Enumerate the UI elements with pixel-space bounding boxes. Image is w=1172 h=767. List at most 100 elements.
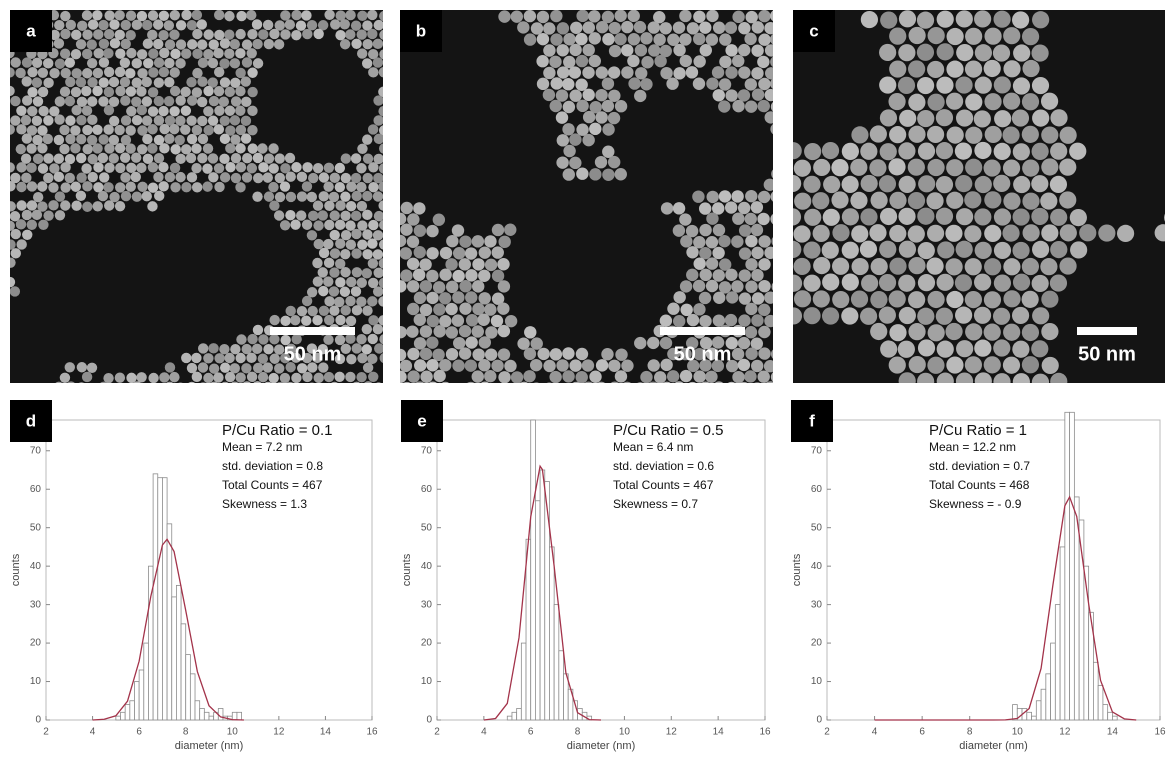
particle: [870, 323, 887, 340]
particle: [362, 324, 372, 334]
particle: [851, 225, 868, 242]
y-tick-label: 40: [811, 561, 823, 572]
particle: [640, 78, 652, 90]
particle: [60, 162, 70, 172]
histogram-bar: [1027, 712, 1032, 720]
particle: [822, 273, 839, 290]
particle: [235, 29, 245, 39]
particle: [158, 181, 168, 191]
particle: [362, 229, 372, 239]
particle: [889, 225, 906, 242]
particle: [55, 96, 65, 106]
particle: [898, 341, 915, 358]
particle: [871, 258, 888, 275]
particle: [869, 224, 886, 241]
particle: [197, 153, 207, 163]
particle: [373, 191, 383, 201]
particle: [319, 306, 329, 316]
particle: [407, 258, 419, 270]
particle: [400, 269, 412, 281]
particle: [956, 208, 973, 225]
particle: [582, 66, 594, 78]
histogram-bar: [535, 501, 540, 720]
particle: [61, 68, 71, 78]
particle: [362, 58, 372, 68]
particle: [937, 43, 954, 60]
particle: [621, 382, 633, 394]
particle: [191, 353, 201, 363]
particle: [927, 94, 944, 111]
particle: [247, 372, 257, 382]
particle: [955, 307, 972, 324]
particle: [974, 208, 991, 225]
particle: [285, 382, 295, 392]
particle: [357, 11, 367, 21]
histogram-bar: [512, 712, 517, 720]
particle: [984, 258, 1001, 275]
particle: [38, 163, 48, 173]
particle: [115, 201, 125, 211]
particle: [693, 370, 705, 382]
particle: [770, 123, 782, 135]
particle: [851, 126, 868, 143]
particle: [121, 191, 131, 201]
particle: [148, 87, 158, 97]
particle: [850, 192, 867, 209]
particle: [401, 202, 413, 214]
x-tick-label: 6: [528, 727, 534, 738]
particle: [898, 275, 915, 292]
x-tick-label: 4: [90, 727, 96, 738]
particle: [16, 106, 26, 116]
particle: [1155, 224, 1172, 241]
particle: [22, 230, 32, 240]
particle: [660, 22, 672, 34]
particle: [340, 249, 350, 259]
particle: [15, 68, 25, 78]
particle: [302, 162, 312, 172]
particle: [719, 190, 731, 202]
particle: [712, 66, 724, 78]
particle: [479, 246, 491, 258]
particle: [745, 235, 757, 247]
particle: [563, 56, 575, 68]
particle: [1003, 93, 1020, 110]
particle: [602, 100, 614, 112]
particle: [175, 154, 185, 164]
particle: [414, 337, 426, 349]
histogram-bar: [172, 597, 177, 720]
particle: [335, 163, 345, 173]
particle: [242, 172, 252, 182]
particle: [785, 307, 802, 324]
particle: [335, 238, 345, 248]
particle: [679, 10, 691, 22]
particle: [1031, 340, 1048, 357]
particle: [765, 89, 777, 101]
particle: [699, 224, 711, 236]
particle: [595, 156, 607, 168]
particle: [758, 235, 770, 247]
particle: [247, 125, 257, 135]
particle: [984, 291, 1001, 308]
particle: [459, 235, 471, 247]
particle: [16, 182, 26, 192]
particle: [301, 315, 311, 325]
particle: [324, 163, 334, 173]
particle: [576, 348, 588, 360]
particle: [732, 11, 744, 23]
particle: [851, 290, 868, 307]
particle: [114, 10, 124, 20]
particle: [1032, 374, 1049, 391]
particle: [302, 181, 312, 191]
particle: [738, 89, 750, 101]
particle: [472, 235, 484, 247]
particle: [330, 210, 340, 220]
particle: [945, 225, 962, 242]
particle: [230, 115, 240, 125]
particle: [946, 159, 963, 176]
particle: [778, 67, 790, 79]
particle: [751, 67, 763, 79]
particle: [1032, 110, 1049, 127]
particle: [247, 48, 257, 58]
histogram-bar: [162, 478, 167, 720]
particle: [225, 162, 235, 172]
